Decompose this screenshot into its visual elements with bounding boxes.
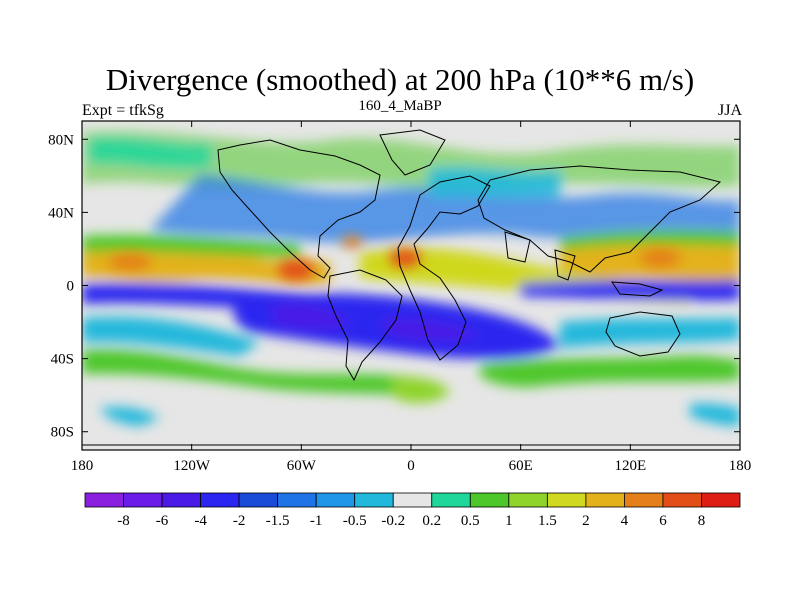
y-tick-label: 80S [51,425,74,441]
y-axis: 80N 40N 0 40S 80S [48,132,740,441]
colorbar-swatch [354,492,394,508]
colorbar-swatch [315,492,356,508]
x-tick-label: 120W [173,458,211,474]
colorbar-label: -4 [194,513,207,529]
colorbar-label: 0.2 [422,513,441,529]
colorbar-swatch [624,492,664,508]
contour-field [82,121,740,450]
colorbar-label: -8 [117,513,130,529]
colorbar-swatch [161,492,201,508]
colorbar-label: 6 [659,513,667,529]
y-tick-label: 0 [67,279,75,295]
x-axis: 180 120W 60W 0 60E 120E 180 [71,121,752,474]
colorbar-swatch [469,492,510,508]
case-label: 160_4_MaBP [358,98,442,114]
colorbar-label: 0.5 [461,513,480,529]
colorbar-swatch [84,492,124,508]
x-tick-label: 180 [729,458,752,474]
x-tick-label: 120E [614,458,646,474]
season-label: JJA [717,102,742,119]
colorbar-swatch [277,492,317,508]
colorbar-swatch [123,492,163,508]
colorbar-label: 2 [582,513,590,529]
colorbar-swatch [392,492,433,508]
colorbar-swatch [585,492,625,508]
colorbar-label: 1 [505,513,513,529]
colorbar-label: -2 [233,513,246,529]
colorbar-swatch [238,492,279,508]
colorbar-label: -0.2 [381,513,405,529]
colorbar: -8 -6 -4 -2 -1.5 -1 -0.5 -0.2 0.2 0.5 1 1.5 2 4 6 8 [84,492,741,529]
colorbar-label: -6 [156,513,169,529]
colorbar-swatch [431,492,471,508]
colorbar-label: -1 [310,513,323,529]
y-tick-label: 40S [51,352,74,368]
colorbar-swatch [701,492,741,508]
colorbar-swatch [200,492,240,508]
colorbar-swatch [546,492,587,508]
y-tick-label: 80N [48,132,74,148]
colorbar-label: 4 [621,513,629,529]
colorbar-swatch [508,492,548,508]
experiment-label: Expt = tfkSg [82,102,164,119]
chart-title: Divergence (smoothed) at 200 hPa (10**6 … [105,62,695,97]
y-tick-label: 40N [48,205,74,221]
x-tick-label: 180 [71,458,94,474]
colorbar-swatch [662,492,702,508]
x-tick-label: 60W [287,458,317,474]
colorbar-label: -1.5 [266,513,290,529]
x-tick-label: 0 [407,458,415,474]
colorbar-label: 1.5 [538,513,557,529]
x-tick-label: 60E [509,458,533,474]
colorbar-label: -0.5 [343,513,367,529]
colorbar-label: 8 [698,513,706,529]
